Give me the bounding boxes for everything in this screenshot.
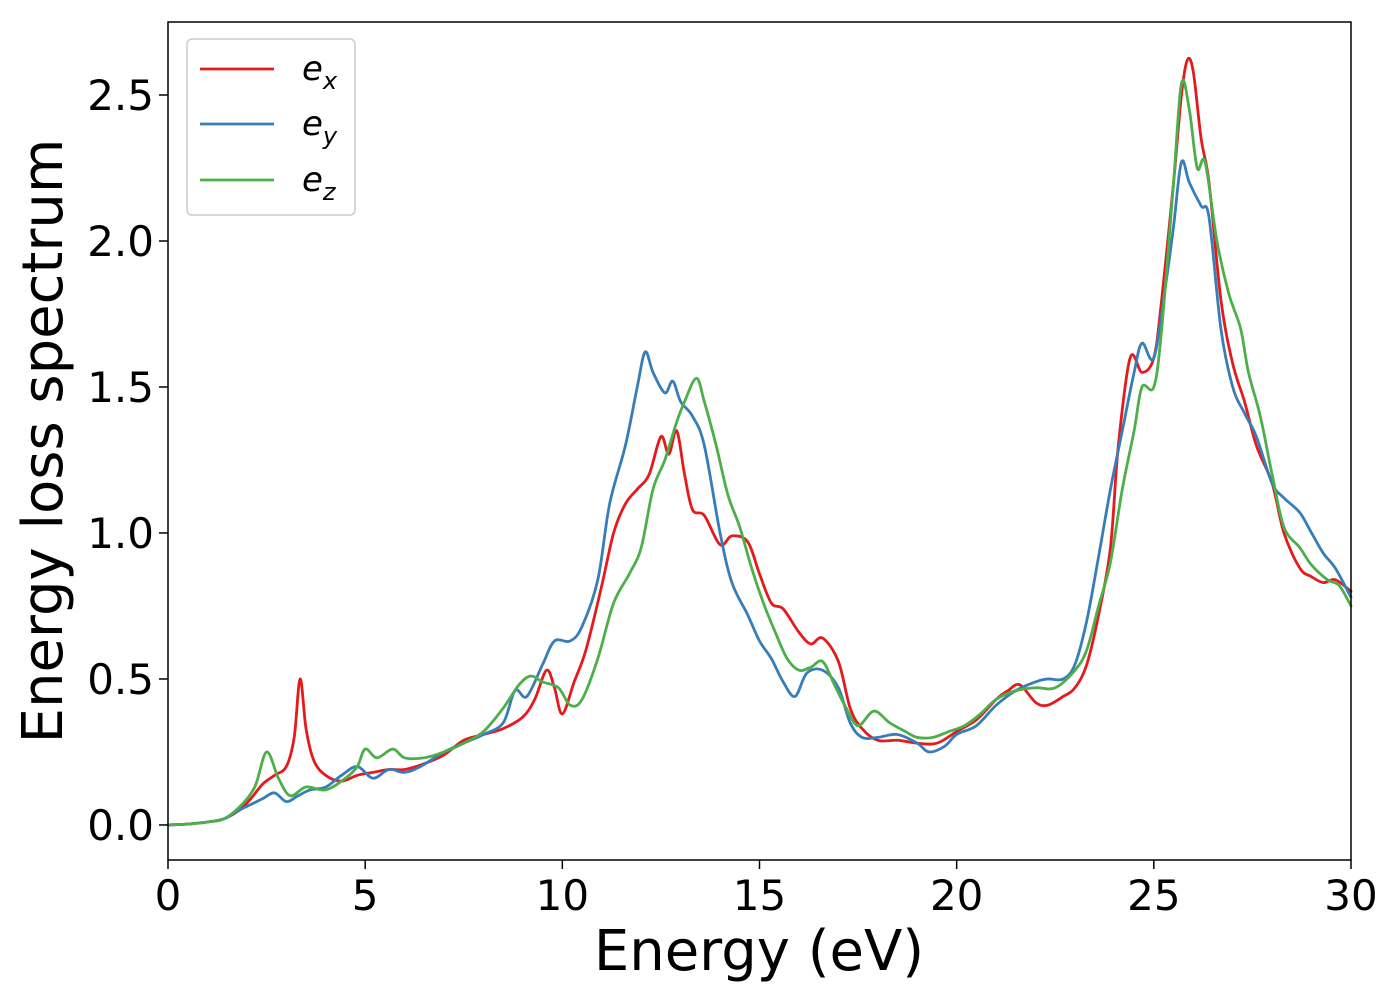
y-axis: 0.0 0.5 1.0 1.5 2.0 2.5 xyxy=(87,71,168,850)
x-axis: 0 5 10 15 20 25 30 xyxy=(155,860,1378,920)
legend-box xyxy=(186,38,356,216)
series-line-e-z xyxy=(166,78,1353,827)
x-tick-label: 15 xyxy=(733,871,786,920)
legend-label-e-z: ez xyxy=(302,160,337,206)
x-axis-title: Energy (eV) xyxy=(594,919,924,984)
x-tick-label: 20 xyxy=(930,871,983,920)
y-tick-label: 1.5 xyxy=(87,363,154,412)
plot-background xyxy=(168,22,1351,860)
legend-label-e-y: ey xyxy=(302,104,338,150)
series-line-e-x xyxy=(166,56,1353,827)
x-tick-label: 30 xyxy=(1324,871,1377,920)
series-layer xyxy=(166,56,1353,827)
legend-label-e-x: ex xyxy=(302,49,338,95)
legend: ex ey ez xyxy=(186,38,356,216)
y-tick-label: 2.5 xyxy=(87,71,154,120)
x-tick-label: 25 xyxy=(1127,871,1180,920)
x-tick-label: 5 xyxy=(352,871,379,920)
y-tick-label: 1.0 xyxy=(87,509,154,558)
x-tick-label: 0 xyxy=(155,871,182,920)
y-tick-label: 2.0 xyxy=(87,217,154,266)
series-line-e-y xyxy=(166,159,1353,827)
x-tick-label: 10 xyxy=(536,871,589,920)
y-tick-label: 0.0 xyxy=(87,801,154,850)
y-axis-title: Energy loss spectrum xyxy=(11,139,76,744)
y-tick-label: 0.5 xyxy=(87,655,154,704)
